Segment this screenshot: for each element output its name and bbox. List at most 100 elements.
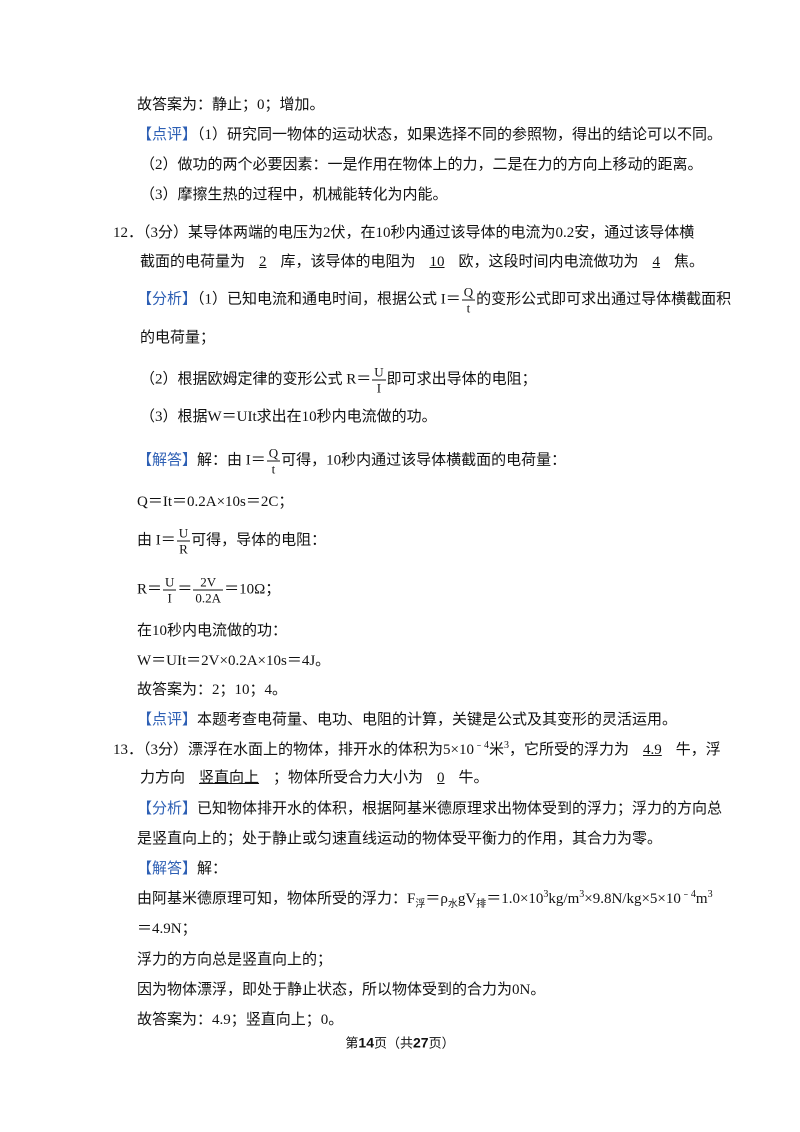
numerator: U [176,525,191,542]
text: kg/m [548,891,580,907]
text-line: （2）根据欧姆定律的变形公式 R＝ U I 即可求出导体的电阻； [140,365,537,396]
text: 故答案为：2；10；4。 [137,682,288,698]
answer-blank: 竖直向上 [199,770,260,786]
superscript: ﹣4 [473,740,489,751]
numerator: U [372,364,386,381]
text: 米 [488,742,504,758]
text-line: 由 I＝ U R 可得，导体的电阻： [137,526,326,557]
text: ＝1.0×10 [486,891,544,907]
text: m [695,891,708,907]
text: 截面的电荷量为 [140,254,246,270]
text-line: 的电荷量； [140,328,215,348]
page-number: 14 [358,1034,374,1051]
text: W＝UIt＝2V×0.2A×10s＝4J。 [137,653,331,669]
text: 可得，10秒内通过该导体横截面的电荷量： [281,452,567,469]
subscript: 排 [476,899,487,910]
text-line: 是竖直向上的；处于静止或匀速直线运动的物体受平衡力的作用，其合力为零。 [137,829,662,849]
numerator: 2V [193,575,224,591]
text-line: ＝4.9N； [137,919,197,939]
text-line: 因为物体漂浮，即处于静止状态，所以物体受到的合力为0N。 [137,980,545,1000]
text: 解： [197,861,228,877]
text: （2）做功的两个必要因素：一是作用在物体上的力，二是在力的方向上移动的距离。 [140,157,703,173]
text: （2）根据欧姆定律的变形公式 R＝ [140,371,372,388]
superscript: ﹣4 [680,889,696,900]
fraction: 2V 0.2A [193,575,224,606]
text-line: R＝ U I ＝ 2V 0.2A ＝10Ω； [137,575,280,606]
text: ，它所受的浮力为 [508,742,629,758]
section-label: 【点评】 [137,712,198,728]
text-line: 【分析】已知物体排开水的体积，根据阿基米德原理求出物体受到的浮力；浮力的方向总 [137,799,722,819]
text: ＝ [177,581,193,598]
text-line: 截面的电荷量为 2 库，该导体的电阻为 10 欧，这段时间内电流做功为 4 焦。 [140,252,704,272]
page-footer: 第14页（共27页） [0,1033,800,1054]
text-line: （3）摩擦生热的过程中，机械能转化为内能。 [140,185,448,205]
text: ；物体所受合力大小为 [273,770,424,786]
text-line: 【点评】本题考查电荷量、电功、电阻的计算，关键是公式及其变形的灵活运用。 [137,710,677,730]
subscript: 水 [447,899,458,910]
text: ×9.8N/kg×5×10 [584,891,681,907]
text-line: 力方向 竖直向上 ；物体所受合力大小为 0 牛。 [140,768,489,788]
answer-blank: 2 [259,254,267,270]
text-line: 由阿基米德原理可知，物体所受的浮力：F浮＝ρ水gV排＝1.0×103kg/m3×… [137,885,713,915]
text: 解：由 I＝ [197,452,266,469]
text: ＝4.9N； [137,921,197,937]
text-line: （2）做功的两个必要因素：一是作用在物体上的力，二是在力的方向上移动的距离。 [140,155,703,175]
section-label: 【点评】 [137,127,198,143]
text: 欧，这段时间内电流做功为 [458,254,639,270]
text: 力方向 [140,770,186,786]
text: 焦。 [674,254,705,270]
text-line: （3）根据W＝UIt求出在10秒内电流做的功。 [140,407,437,427]
section-label: 【分析】 [137,291,198,308]
text-line: 在10秒内电流做的功： [137,621,287,641]
text: 因为物体漂浮，即处于静止状态，所以物体受到的合力为0N。 [137,982,546,998]
text: 故答案为：静止；0；增加。 [137,97,325,113]
text: 的电荷量； [140,330,216,346]
text: 12．（3分）某导体两端的电压为2伏，在10秒内通过该导体的电流为0.2安，通过… [113,225,695,241]
text: gV [457,891,477,907]
numerator: Q [461,284,476,301]
text: （3）摩擦生热的过程中，机械能转化为内能。 [140,187,448,203]
answer-blank: 0 [437,770,445,786]
denominator: I [167,590,172,606]
text: 牛。 [458,770,489,786]
denominator: t [466,300,471,316]
answer-blank: 4 [652,254,661,270]
text: 故答案为：4.9；竖直向上；0。 [137,1012,344,1028]
answer-blank: 10 [429,254,445,270]
text: 13．（3分）漂浮在水面上的物体，排开水的体积为5×10 [113,742,474,758]
text: Q＝It＝0.2A×10s＝2C； [137,494,294,510]
page-number: 27 [413,1034,429,1051]
text-line: 故答案为：2；10；4。 [137,680,287,700]
numerator: Q [266,445,281,462]
text: 即可求出导体的电阻； [386,371,537,388]
text-line: 12．（3分）某导体两端的电压为2伏，在10秒内通过该导体的电流为0.2安，通过… [113,223,694,243]
text: R＝ [137,581,163,598]
numerator: U [163,574,177,591]
text: ＝ρ [425,891,448,907]
text-line: Q＝It＝0.2A×10s＝2C； [137,492,293,512]
text-line: 【解答】解： [137,859,227,879]
superscript: 3 [543,889,549,900]
text: 第 [345,1035,359,1051]
text-line: 故答案为：静止；0；增加。 [137,95,325,115]
text: 牛，浮 [675,742,721,758]
text: 由阿基米德原理可知，物体所受的浮力：F [137,891,416,907]
text: （1）研究同一物体的运动状态，如果选择不同的参照物，得出的结论可以不同。 [197,127,723,143]
section-label: 【分析】 [137,801,198,817]
subscript: 浮 [415,899,426,910]
text: ＝10Ω； [224,581,281,598]
text: （1）已知电流和通电时间，根据公式 I＝ [197,291,461,308]
denominator: I [376,380,382,396]
text-line: W＝UIt＝2V×0.2A×10s＝4J。 [137,651,330,671]
text: 本题考查电荷量、电功、电阻的计算，关键是公式及其变形的灵活运用。 [197,712,678,728]
text: 已知物体排开水的体积，根据阿基米德原理求出物体受到的浮力；浮力的方向总 [197,801,723,817]
denominator: t [271,461,276,477]
superscript: 3 [707,889,713,900]
